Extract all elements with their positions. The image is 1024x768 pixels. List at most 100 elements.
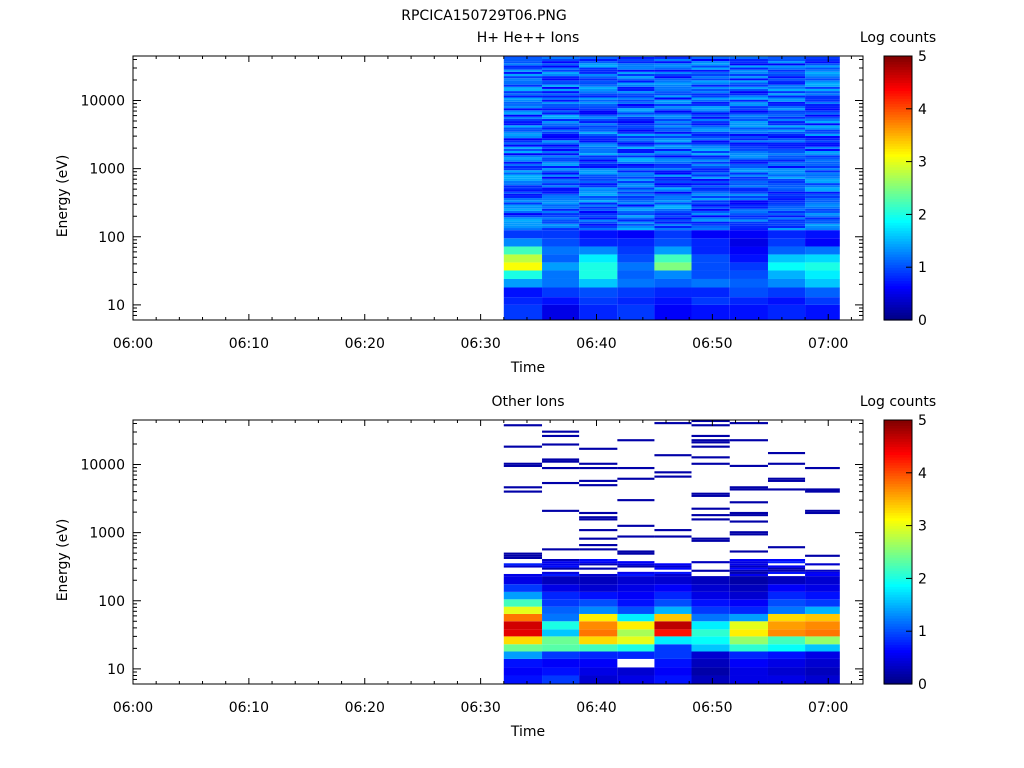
- heatmap-cell: [729, 488, 768, 491]
- heatmap-cell: [767, 270, 806, 279]
- heatmap-cell: [503, 217, 543, 220]
- heatmap-cell: [503, 576, 543, 585]
- heatmap-cell: [767, 567, 806, 570]
- colorbar-segment: [884, 509, 912, 513]
- heatmap-cell: [542, 108, 580, 111]
- heatmap-cell: [542, 121, 580, 124]
- colorbar-segment: [884, 304, 912, 308]
- heatmap-cell: [654, 71, 692, 74]
- heatmap-cell: [805, 569, 840, 572]
- heatmap-cell: [767, 71, 806, 74]
- heatmap-cell: [654, 148, 692, 151]
- heatmap-cell: [691, 278, 730, 288]
- heatmap-cell: [579, 466, 618, 470]
- heatmap-cell: [503, 99, 543, 102]
- heatmap-cell: [542, 106, 580, 109]
- heatmap-cell: [579, 573, 618, 577]
- heatmap-cell: [729, 138, 768, 141]
- heatmap-cell: [617, 499, 655, 502]
- heatmap-cell: [691, 93, 730, 96]
- colorbar-segment: [884, 317, 912, 321]
- heatmap-cell: [542, 667, 580, 676]
- colorbar-segment: [884, 615, 912, 619]
- heatmap-cell: [503, 225, 543, 229]
- colorbar-segment: [884, 114, 912, 118]
- heatmap-cell: [691, 507, 730, 510]
- heatmap-cell: [579, 208, 618, 211]
- heatmap-cell: [579, 73, 618, 77]
- heatmap-cell: [767, 193, 806, 196]
- heatmap-cell: [542, 621, 580, 630]
- heatmap-cell: [729, 571, 768, 574]
- heatmap-cell: [579, 178, 618, 181]
- heatmap-cell: [542, 95, 580, 98]
- heatmap-cell: [691, 142, 730, 145]
- heatmap-cell: [654, 159, 692, 162]
- heatmap-cell: [617, 204, 655, 207]
- heatmap-cell: [542, 206, 580, 209]
- heatmap-cell: [767, 136, 806, 139]
- heatmap-cell: [729, 658, 768, 668]
- colorbar-segment: [884, 538, 912, 543]
- heatmap-cell: [542, 101, 580, 104]
- heatmap-cell: [767, 262, 806, 271]
- heatmap-cell: [654, 471, 692, 474]
- x-tick-label: 06:50: [692, 700, 732, 716]
- heatmap-cell: [503, 136, 543, 139]
- heatmap-cell: [805, 466, 840, 470]
- heatmap-cell: [767, 69, 806, 72]
- heatmap-cell: [805, 148, 840, 151]
- heatmap-cell: [729, 103, 768, 107]
- heatmap-cell: [542, 198, 580, 201]
- heatmap-cell: [691, 76, 730, 79]
- heatmap-cell: [579, 144, 618, 147]
- heatmap-cell: [503, 168, 543, 171]
- heatmap-cell: [805, 246, 840, 255]
- heatmap-cell: [767, 125, 806, 128]
- heatmap-cell: [767, 584, 806, 592]
- heatmap-cell: [691, 204, 730, 207]
- colorbar-segment: [884, 565, 912, 569]
- heatmap-cell: [579, 225, 618, 229]
- colorbar-segment: [884, 578, 912, 582]
- heatmap-cell: [805, 591, 840, 600]
- heatmap-cell: [654, 270, 692, 279]
- heatmap-cell: [579, 213, 618, 216]
- colorbar-segment: [884, 633, 912, 638]
- heatmap-cell: [542, 221, 580, 224]
- colorbar-segment: [884, 678, 912, 682]
- heatmap-cell: [542, 208, 580, 211]
- heatmap-cell: [767, 118, 806, 122]
- heatmap-cell: [654, 613, 692, 622]
- heatmap-cell: [805, 88, 840, 92]
- heatmap-cell: [617, 163, 655, 166]
- colorbar-segment: [884, 446, 912, 450]
- heatmap-cell: [579, 511, 618, 515]
- colorbar-segment: [884, 602, 912, 606]
- colorbar-segment: [884, 480, 912, 484]
- heatmap-cell: [691, 629, 730, 637]
- heatmap-cell: [617, 58, 655, 62]
- colorbar-segment: [884, 240, 912, 245]
- colorbar-segment: [884, 541, 912, 545]
- heatmap-cells: [503, 56, 840, 320]
- x-tick-label: 06:40: [576, 700, 616, 716]
- colorbar-label: Log counts: [860, 394, 936, 410]
- heatmap-cell: [579, 567, 618, 570]
- heatmap-cell: [805, 63, 840, 66]
- heatmap-cell: [617, 215, 655, 218]
- heatmap-cell: [805, 153, 840, 156]
- colorbar-segment: [884, 467, 912, 471]
- heatmap-cell: [729, 202, 768, 205]
- heatmap-cell: [805, 221, 840, 224]
- heatmap-cell: [805, 584, 840, 592]
- heatmap-cell: [767, 546, 806, 549]
- heatmap-cell: [503, 103, 543, 107]
- heatmap-cell: [503, 118, 543, 122]
- heatmap-cell: [767, 172, 806, 175]
- heatmap-cell: [617, 297, 655, 305]
- heatmap-cell: [691, 187, 730, 190]
- plot-frame: [132, 55, 864, 321]
- heatmap-cell: [654, 157, 692, 160]
- heatmap-cell: [654, 144, 692, 147]
